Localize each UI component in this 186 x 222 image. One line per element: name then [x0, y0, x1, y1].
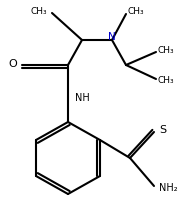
Text: CH₃: CH₃	[128, 7, 145, 16]
Text: NH₂: NH₂	[159, 183, 178, 193]
Text: CH₃: CH₃	[31, 7, 47, 16]
Text: O: O	[9, 59, 17, 69]
Text: S: S	[159, 125, 166, 135]
Text: NH: NH	[75, 93, 89, 103]
Text: N: N	[108, 32, 116, 42]
Text: CH₃: CH₃	[158, 76, 174, 85]
Text: CH₃: CH₃	[158, 46, 174, 55]
